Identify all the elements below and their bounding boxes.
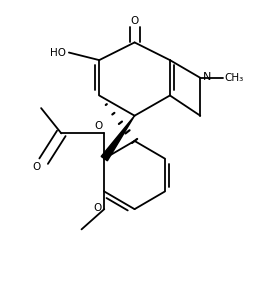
Text: N: N [203, 72, 211, 81]
Text: CH₃: CH₃ [224, 73, 244, 83]
Text: O: O [131, 16, 139, 26]
Text: O: O [33, 162, 41, 172]
Text: O: O [93, 203, 102, 213]
Text: HO: HO [50, 48, 66, 58]
Text: O: O [95, 121, 103, 131]
Polygon shape [101, 116, 135, 161]
